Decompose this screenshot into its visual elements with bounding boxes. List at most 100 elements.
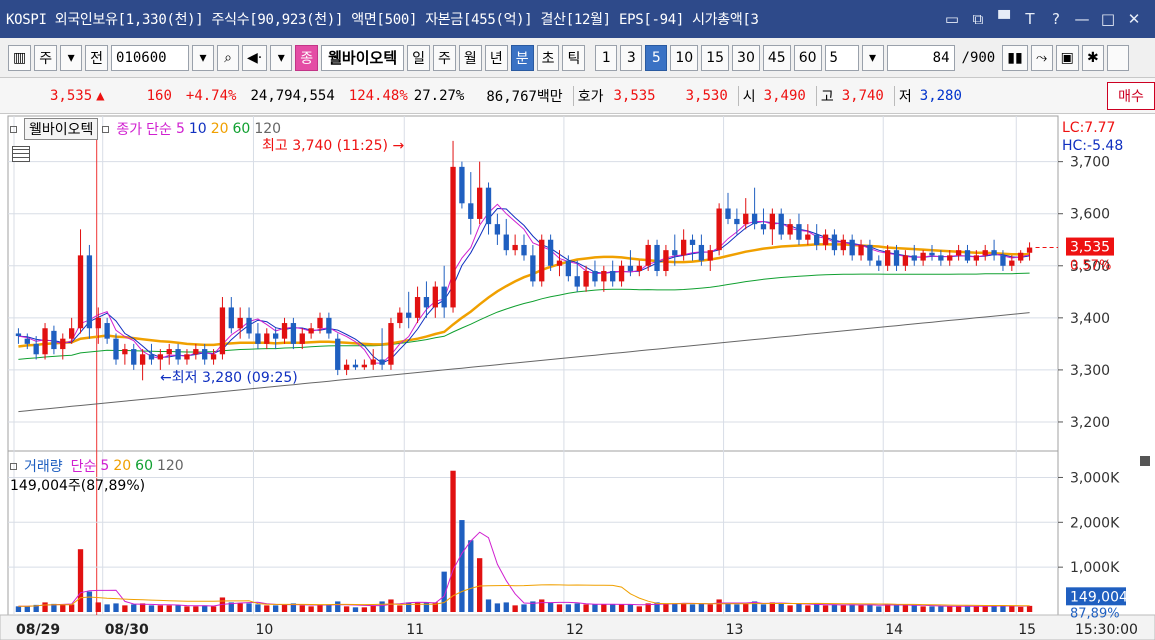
candle-body [938, 255, 944, 261]
up-arrow-icon: ▲ [96, 87, 105, 104]
tab-year[interactable]: 년 [484, 44, 508, 71]
price-tick-label: 3,300 [1070, 363, 1110, 379]
volume-bar [228, 602, 234, 612]
open-label: 시 [737, 85, 760, 106]
volume-bar [787, 605, 793, 612]
candle-body [610, 270, 616, 282]
save-icon[interactable]: ▣ [1055, 44, 1079, 71]
interval-30[interactable]: 30 [732, 44, 760, 71]
code-dropdown-icon[interactable]: ▾ [192, 44, 215, 71]
volume-label: 거래량 [24, 459, 63, 475]
interval-select[interactable]: 5 [824, 44, 859, 71]
volume-bar [734, 604, 740, 612]
candle-body [805, 234, 811, 240]
speaker-icon[interactable]: ◀· [242, 44, 268, 71]
current-price-tag [1066, 237, 1114, 256]
volume-bar [33, 604, 39, 612]
tab-second[interactable]: 초 [536, 44, 560, 71]
interval-3[interactable]: 3 [620, 44, 643, 71]
interval-15[interactable]: 15 [701, 44, 730, 71]
count-input[interactable]: 84 [886, 44, 955, 71]
tab-minute[interactable]: 분 [510, 44, 534, 71]
candle-body [725, 208, 731, 219]
candle-body [565, 260, 572, 277]
interval-45[interactable]: 45 [762, 44, 791, 71]
candle-body [68, 328, 75, 339]
tab-month[interactable]: 월 [458, 44, 482, 71]
restore-icon[interactable]: ▭ [944, 10, 960, 28]
time-label: 15:30:00 [1075, 622, 1138, 638]
candle-body [689, 239, 696, 245]
candle-body [1000, 255, 1006, 266]
price-change: 160 [146, 87, 172, 104]
tab-tick[interactable]: 틱 [562, 44, 586, 71]
candle-body [397, 312, 403, 324]
volume-bar [955, 606, 962, 612]
volume-bar [858, 605, 864, 612]
volume-bar [299, 605, 305, 612]
candle-body [973, 255, 980, 261]
legend-stock-name[interactable]: 웰바이오텍 [24, 118, 99, 140]
candle-body [255, 333, 261, 344]
interval-dropdown-icon[interactable]: ▾ [861, 44, 884, 71]
search-icon[interactable]: ⌕ [217, 44, 240, 71]
candle-body [964, 250, 971, 261]
candle-body [228, 307, 234, 329]
candle-body [734, 218, 740, 225]
candle-type-icon[interactable]: ▮▮ [1002, 44, 1028, 71]
pin-icon[interactable]: ▀ [998, 10, 1010, 28]
volume-bar [210, 606, 217, 612]
legend-square-icon[interactable] [102, 125, 110, 133]
table-view-icon[interactable] [12, 146, 30, 162]
minimize-icon[interactable]: — [1074, 10, 1090, 28]
compare-icon[interactable]: ⤳ [1030, 44, 1053, 71]
maximize-icon[interactable]: □ [1100, 10, 1116, 28]
candle-body [423, 297, 430, 308]
high-marker-label: 최고 3,740 (11:25) → [262, 138, 404, 154]
expand-checkbox[interactable] [1106, 44, 1129, 71]
interval-10[interactable]: 10 [670, 44, 699, 71]
layout-icon[interactable]: ▥ [8, 44, 32, 71]
candle-body [521, 244, 527, 256]
date-tick-label: 13 [726, 622, 744, 638]
tab-day[interactable]: 일 [407, 44, 431, 71]
buy-button[interactable]: 매수 [1107, 82, 1155, 110]
current-price-tag-text: 3,535 [1070, 240, 1110, 256]
interval-1[interactable]: 1 [595, 44, 618, 71]
candle-body [24, 338, 30, 344]
candle-body [583, 270, 589, 287]
volume-bar [539, 599, 545, 612]
volume-bar [60, 604, 66, 612]
volume-legend: 거래량 단순 5 20 60 120 [10, 456, 184, 476]
high-price: 3,740 [841, 87, 884, 104]
volume-bar [476, 558, 483, 612]
candle-body [867, 244, 873, 261]
legend-square-icon[interactable] [10, 125, 17, 133]
close-icon[interactable]: ✕ [1127, 10, 1141, 28]
candle-body [281, 323, 288, 339]
period-button[interactable]: 주 [34, 44, 58, 71]
candle-body [645, 244, 651, 266]
current-volume-pct: 87,89% [1070, 606, 1120, 621]
interval-5[interactable]: 5 [645, 44, 668, 71]
stock-code-input[interactable]: 010600 [111, 44, 190, 71]
legend-ma-5: 5 [175, 121, 185, 137]
volume-bar [77, 549, 84, 612]
settings-gear-icon[interactable]: ✱ [1081, 44, 1104, 71]
candle-body [210, 354, 217, 360]
stock-chart[interactable]: 3,200 3,300 3,400 3,500 3,600 3,700 08/29 08/30… [0, 114, 1155, 640]
volume-bar [760, 604, 767, 612]
period-dropdown-icon[interactable]: ▾ [60, 44, 83, 71]
legend-square-icon[interactable] [10, 462, 17, 470]
candle-body [468, 203, 474, 219]
copy-window-icon[interactable]: ⧉ [972, 10, 984, 28]
help-icon[interactable]: ? [1052, 10, 1060, 28]
interval-60[interactable]: 60 [793, 44, 822, 71]
jong-badge[interactable]: 종 [295, 44, 319, 71]
candle-body [884, 250, 891, 266]
prev-button[interactable]: 전 [85, 44, 109, 71]
tab-week[interactable]: 주 [433, 44, 456, 71]
candle-body [760, 224, 767, 230]
font-size-icon[interactable]: T [1025, 10, 1035, 28]
speaker-dropdown-icon[interactable]: ▾ [270, 44, 293, 71]
